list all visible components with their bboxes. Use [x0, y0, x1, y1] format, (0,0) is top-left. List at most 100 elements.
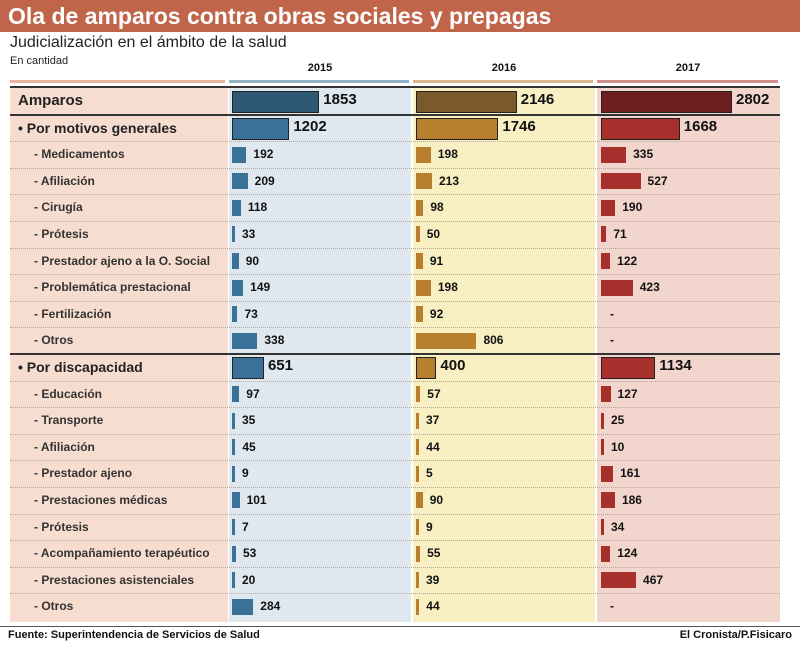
bar-2015: [232, 545, 236, 562]
row-separator: [10, 274, 780, 276]
year-header-2017: 2017: [675, 62, 701, 74]
value-label-2016: 91: [429, 253, 444, 268]
row-separator: [10, 167, 780, 169]
row-label: - Prestador ajeno a la O. Social: [34, 253, 211, 268]
row-separator: [10, 141, 780, 143]
value-label-2015: 1853: [323, 91, 357, 108]
value-label-2015: 73: [244, 306, 258, 321]
year-rule-2017: [597, 80, 778, 83]
row-separator: [10, 566, 780, 568]
bar-2017: [601, 545, 611, 562]
value-label-2015: 118: [247, 200, 268, 215]
value-label-2016: 55: [427, 546, 441, 561]
bar-2015: [232, 91, 320, 114]
bar-2016: [416, 91, 517, 114]
value-label-2016: 90: [429, 493, 444, 507]
row-separator: [10, 380, 780, 382]
year-header-2015: 2015: [307, 62, 333, 74]
bar-2015: [232, 572, 235, 589]
bar-2016: [416, 252, 423, 269]
value-label-2015: 192: [253, 147, 274, 162]
year-rule-2016: [413, 80, 593, 83]
bar-2016: [416, 279, 431, 296]
bar-2017: [601, 146, 627, 163]
value-label-2017: 127: [617, 386, 638, 401]
row-separator: [10, 300, 780, 302]
bar-2016: [416, 598, 420, 615]
bar-2015: [232, 199, 241, 216]
bar-2016: [416, 518, 419, 535]
source-label: Fuente:: [8, 629, 48, 641]
bar-2016: [416, 545, 421, 562]
bar-2017: [601, 492, 615, 509]
bar-2017: [601, 357, 656, 380]
row-label: - Prestaciones asistenciales: [34, 572, 195, 587]
source-text: Superintendencia de Servicios de Salud: [50, 629, 260, 641]
bar-2015: [232, 439, 236, 456]
bar-2017: [601, 226, 607, 243]
label-column-rule: [10, 80, 225, 83]
value-label-2015: 45: [242, 439, 256, 454]
bar-2016: [416, 199, 424, 216]
value-label-2016: 39: [426, 572, 440, 587]
value-label-2017: 25: [611, 413, 625, 428]
value-label-2017: 2802: [736, 91, 770, 108]
value-label-2017: -: [610, 599, 614, 614]
row-label: - Otros: [34, 599, 74, 614]
row-separator: [10, 194, 780, 196]
source-note: Fuente: Superintendencia de Servicios de…: [8, 629, 260, 641]
bar-2015: [232, 279, 244, 296]
value-label-2015: 149: [250, 280, 271, 295]
value-label-2017: 467: [643, 572, 664, 587]
value-label-2016: 37: [426, 413, 440, 428]
row-label: - Prótesis: [34, 227, 89, 241]
value-label-2017: 124: [617, 546, 638, 561]
row-separator: [10, 247, 780, 249]
bar-2015: [232, 306, 238, 323]
bar-2015: [232, 492, 240, 509]
bar-2016: [416, 492, 423, 509]
bar-2016: [416, 332, 477, 349]
bar-2015: [232, 598, 254, 615]
bar-2015: [232, 385, 240, 402]
bar-2017: [601, 91, 732, 114]
bar-2015: [232, 357, 264, 380]
row-label: - Fertilización: [34, 306, 112, 321]
bar-2015: [232, 518, 235, 535]
units-label: En cantidad: [10, 55, 69, 67]
bar-2016: [416, 117, 499, 140]
value-label-2016: 50: [426, 227, 441, 241]
value-label-2017: 122: [617, 253, 638, 268]
bar-2016: [416, 572, 419, 589]
bar-2015: [232, 465, 235, 482]
row-label: - Prótesis: [34, 519, 89, 534]
footer-divider: [0, 626, 800, 627]
row-label: - Otros: [34, 333, 74, 348]
bar-2016: [416, 226, 420, 243]
chart-subtitle: Judicialización en el ámbito de la salud: [10, 34, 287, 51]
value-label-2015: 209: [254, 173, 275, 188]
row-separator: [10, 593, 780, 595]
row-separator: [10, 460, 780, 462]
bar-2015: [232, 332, 258, 349]
row-label: - Afiliación: [34, 439, 95, 454]
value-label-2017: 527: [647, 173, 668, 188]
bar-2015: [232, 173, 248, 190]
bar-2017: [601, 412, 604, 429]
year-header-2016: 2016: [491, 62, 517, 74]
row-separator: [10, 433, 780, 435]
row-separator: [10, 407, 780, 409]
value-label-2016: 806: [483, 333, 504, 348]
bar-2017: [601, 465, 614, 482]
value-label-2015: 97: [246, 386, 260, 401]
value-label-2017: 335: [633, 147, 654, 162]
bar-2017: [601, 252, 611, 269]
row-label: - Educación: [34, 386, 103, 401]
year-rule-2015: [229, 80, 409, 83]
value-label-2015: 1202: [293, 117, 327, 135]
value-label-2015: 284: [260, 599, 281, 614]
row-label: - Prestaciones médicas: [34, 493, 168, 507]
value-label-2016: 9: [426, 519, 433, 534]
row-label: Amparos: [18, 92, 84, 109]
value-label-2015: 33: [242, 227, 256, 241]
